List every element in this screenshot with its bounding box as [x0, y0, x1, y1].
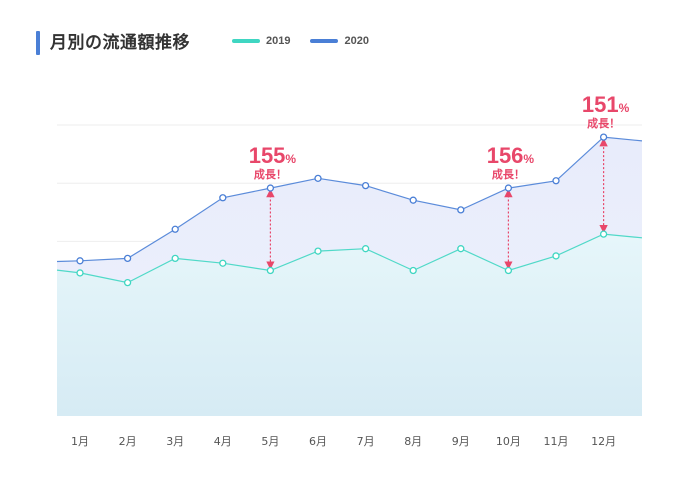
- title-accent-bar: [36, 31, 40, 55]
- growth-label-1: 成長！: [254, 167, 287, 181]
- growth-percent-3: 151%: [582, 92, 630, 117]
- x-tick-label-6: 6月: [309, 435, 327, 448]
- growth-percent-1: 155%: [249, 143, 297, 168]
- point-2020-9: [457, 206, 465, 214]
- x-tick-label-10: 10月: [496, 435, 521, 448]
- point-2019-9: [457, 245, 465, 253]
- legend-item-2019: 2019: [232, 35, 290, 47]
- point-2020-5: [266, 184, 275, 192]
- point-2020-3: [171, 225, 179, 233]
- point-2019-1: [76, 269, 84, 277]
- legend: 2019 2020: [232, 35, 369, 47]
- x-tick-label-8: 8月: [404, 435, 422, 448]
- point-2019-11: [552, 252, 560, 260]
- legend-label-2019: 2019: [266, 35, 291, 47]
- point-2020-10: [504, 184, 513, 192]
- point-2020-4: [219, 194, 227, 202]
- point-2020-2: [123, 254, 132, 263]
- point-2020-6: [314, 174, 322, 183]
- point-2020-12: [599, 133, 608, 141]
- point-2020-7: [361, 181, 370, 190]
- x-tick-label-11: 11月: [544, 435, 569, 448]
- growth-label-3: 成長！: [587, 116, 620, 130]
- growth-percent-2: 156%: [487, 143, 535, 168]
- x-tick-label-2: 2月: [119, 435, 137, 448]
- point-2019-6: [314, 247, 322, 255]
- point-2019-4: [219, 259, 227, 267]
- point-2019-7: [361, 245, 370, 253]
- point-2019-5: [266, 266, 275, 275]
- point-2020-8: [409, 196, 417, 204]
- point-2020-11: [552, 177, 560, 185]
- x-tick-label-1: 1月: [71, 435, 89, 448]
- point-2020-1: [76, 257, 84, 265]
- legend-item-2020: 2020: [310, 35, 369, 47]
- point-2019-12: [599, 230, 608, 238]
- x-tick-label-12: 12月: [591, 435, 616, 448]
- growth-label-2: 成長！: [492, 167, 525, 181]
- point-2019-3: [171, 254, 179, 263]
- x-tick-label-5: 5月: [261, 435, 279, 448]
- growth-value-3: 151: [582, 92, 619, 117]
- growth-value-1: 155: [249, 143, 286, 168]
- line-2020: [56, 136, 643, 263]
- point-2019-10: [504, 266, 513, 275]
- point-2019-2: [123, 278, 132, 287]
- growth-unit-2: %: [523, 152, 534, 166]
- legend-label-2020: 2020: [344, 35, 369, 47]
- x-tick-label-7: 7月: [357, 435, 375, 448]
- growth-value-2: 156: [487, 143, 524, 168]
- x-tick-label-3: 3月: [166, 435, 184, 448]
- growth-unit-1: %: [285, 152, 296, 166]
- legend-swatch-2019: [232, 39, 260, 43]
- chart-title: 月別の流通額推移: [50, 33, 190, 53]
- area-2019: [57, 234, 642, 416]
- legend-swatch-2020: [310, 39, 339, 43]
- line-2019: [56, 233, 643, 284]
- x-tick-label-9: 9月: [452, 435, 470, 448]
- x-tick-label-4: 4月: [214, 435, 232, 448]
- growth-unit-3: %: [619, 101, 630, 115]
- point-2019-8: [409, 266, 417, 275]
